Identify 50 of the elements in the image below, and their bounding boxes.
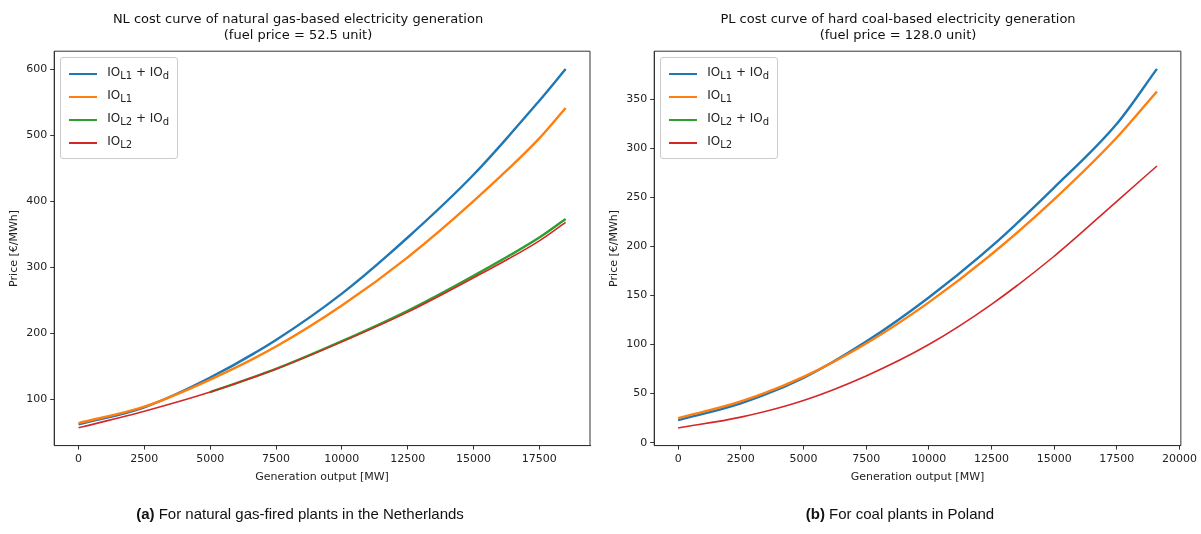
- x-tick-label: 10000: [324, 452, 360, 466]
- x-tick-label: 5000: [196, 452, 225, 466]
- x-tick-label: 10000: [911, 452, 947, 466]
- line-series: [677, 165, 1158, 429]
- x-axis-title: Generation output [MW]: [255, 470, 389, 484]
- y-tick-label: 100: [26, 392, 48, 406]
- y-tick-label: 100: [626, 337, 648, 351]
- legend-label: IO$_{L2}$: [107, 134, 133, 151]
- x-tick-label: 17500: [521, 452, 557, 466]
- y-tick-label: 300: [26, 260, 48, 274]
- x-axis-title: Generation output [MW]: [850, 470, 985, 484]
- text: (a) For natural gas-fired plants in the Netherlands: [135, 505, 465, 522]
- chart-title: NL cost curve of natural gas-based electricity generation (fuel price = 52.5 unit): [112, 11, 484, 42]
- x-tick-label: 12500: [390, 452, 426, 466]
- y-axis-title: Price [€/MWh]: [607, 209, 621, 287]
- line-series: [209, 217, 567, 394]
- y-tick-label: 400: [26, 194, 48, 208]
- x-tick-label: 5000: [789, 452, 818, 466]
- y-tick-label: 0: [640, 435, 648, 449]
- x-tick-label: 17500: [1099, 452, 1135, 466]
- y-tick-label: 300: [626, 141, 648, 155]
- legend-label: IO$_{L1}$: [107, 88, 133, 105]
- legend-label: IO$_{L1}$ + IO$_{d}$: [107, 65, 170, 82]
- y-tick-label: 350: [626, 92, 648, 106]
- x-tick-label: 15000: [1036, 452, 1072, 466]
- legend-label: IO$_{L1}$: [707, 88, 733, 105]
- x-tick-label: 7500: [852, 452, 881, 466]
- x-tick-label: 15000: [455, 452, 491, 466]
- legend-label: IO$_{L1}$ + IO$_{d}$: [707, 65, 770, 82]
- legend-label: IO$_{L2}$: [707, 134, 733, 151]
- y-tick-label: 200: [26, 326, 48, 340]
- x-tick-label: 0: [75, 452, 83, 466]
- legend-label: IO$_{L2}$ + IO$_{d}$: [707, 111, 770, 128]
- x-tick-label: 2500: [130, 452, 159, 466]
- x-tick-label: 2500: [726, 452, 755, 466]
- y-tick-label: 500: [26, 127, 48, 141]
- x-tick-label: 12500: [973, 452, 1009, 466]
- chart-title: PL cost curve of hard coal-based electricity generation (fuel price = 128.0 unit): [720, 11, 1076, 42]
- x-tick-label: 20000: [1161, 452, 1197, 466]
- x-tick-label: 7500: [262, 452, 291, 466]
- x-tick-label: 0: [674, 452, 682, 466]
- text: (b) For coal plants in Poland: [804, 505, 996, 522]
- y-tick-label: 600: [26, 61, 48, 75]
- line-series: [77, 221, 567, 429]
- legend-label: IO$_{L2}$ + IO$_{d}$: [107, 111, 170, 128]
- y-tick-label: 250: [626, 190, 648, 204]
- y-tick-label: 200: [626, 239, 648, 253]
- y-axis-title: Price [€/MWh]: [7, 209, 21, 287]
- y-tick-label: 150: [626, 288, 648, 302]
- y-tick-label: 50: [633, 386, 648, 400]
